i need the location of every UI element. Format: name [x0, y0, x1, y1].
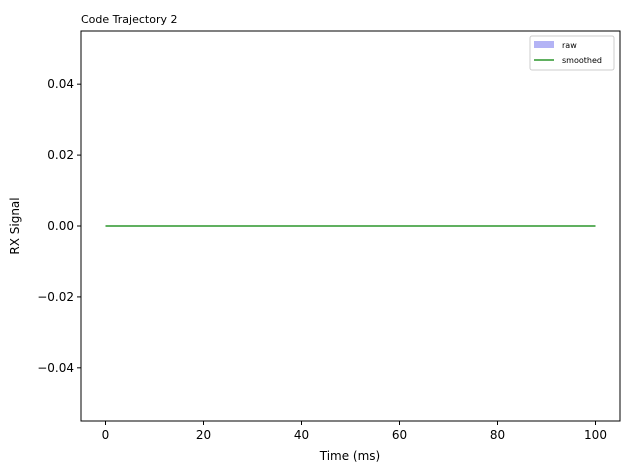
y-axis-label: RX Signal [8, 197, 22, 254]
y-tick-label: 0.04 [47, 77, 74, 91]
legend: raw smoothed [529, 35, 615, 71]
x-tick-label: 100 [584, 428, 607, 442]
legend-label-raw: raw [562, 41, 577, 50]
legend-label-smoothed: smoothed [562, 56, 602, 65]
x-axis-label: Time (ms) [319, 449, 381, 463]
x-axis-ticks: 0 20 40 60 80 100 [102, 421, 607, 442]
y-axis-ticks: −0.04 −0.02 0.00 0.02 0.04 [37, 77, 81, 375]
x-tick-label: 20 [196, 428, 211, 442]
y-tick-label: 0.00 [47, 219, 74, 233]
x-tick-label: 60 [392, 428, 407, 442]
y-tick-label: −0.02 [37, 290, 74, 304]
x-tick-label: 40 [294, 428, 309, 442]
legend-swatch-raw [534, 41, 554, 48]
x-tick-label: 0 [102, 428, 110, 442]
chart-title: Code Trajectory 2 [81, 13, 177, 26]
x-tick-label: 80 [490, 428, 505, 442]
y-tick-label: 0.02 [47, 148, 74, 162]
y-tick-label: −0.04 [37, 361, 74, 375]
